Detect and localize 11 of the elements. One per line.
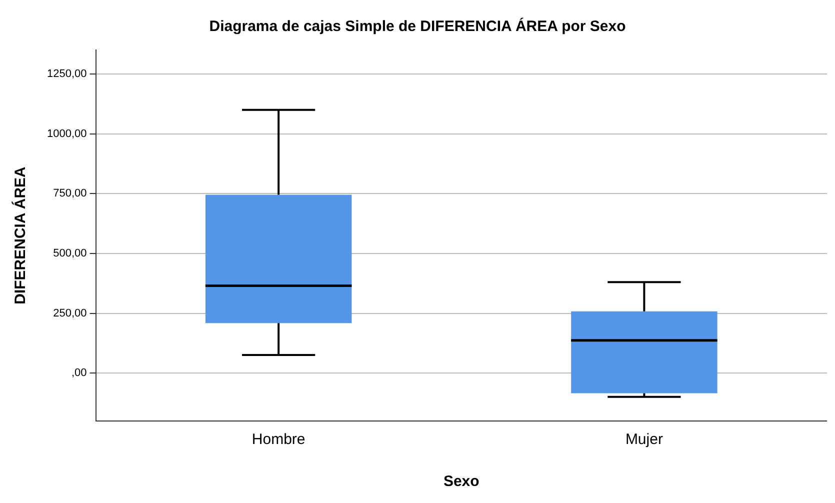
y-tick-label: 250,00 [53,307,87,320]
y-tick-label: 750,00 [53,188,87,200]
y-axis-title: DIFERENCIA ÁREA [11,166,30,304]
y-tick-label: 1000,00 [46,128,87,140]
y-tick-label: 500,00 [53,247,87,260]
y-tick-label: 1250,00 [46,68,87,80]
chart-title: Diagrama de cajas Simple de DIFERENCIA ÁREA por Sexo [209,17,626,36]
x-tick-label: Mujer [625,431,663,448]
y-tick-label: ,00 [71,367,87,380]
x-axis-title: Sexo [443,473,480,490]
x-tick-label: Hombre [252,431,306,448]
